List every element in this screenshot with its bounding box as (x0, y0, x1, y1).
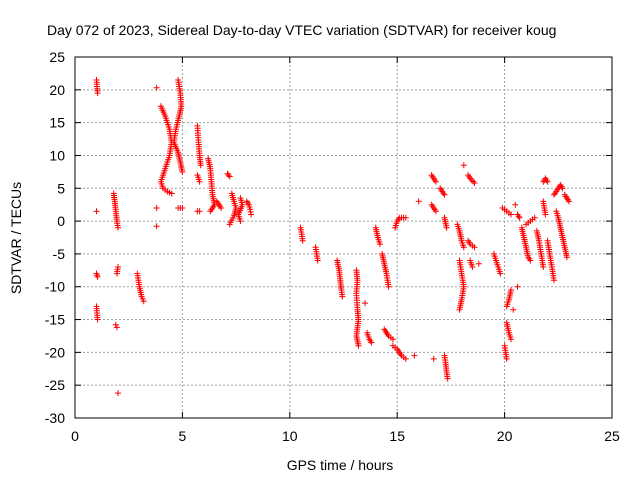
y-tick-label: 5 (57, 180, 65, 196)
data-point (368, 339, 375, 346)
data-point (514, 283, 521, 290)
data-point (207, 208, 214, 215)
data-point (218, 205, 225, 211)
data-point (475, 260, 482, 267)
data-point (512, 201, 519, 208)
y-axis-label: SDTVAR / TECUs (8, 182, 24, 294)
data-point (460, 162, 467, 169)
x-tick-label: 25 (604, 428, 620, 444)
data-point (516, 214, 523, 221)
y-tick-label: -20 (45, 344, 65, 360)
data-point (237, 218, 244, 225)
data-point (94, 90, 101, 97)
data-point (248, 211, 255, 218)
axis-ticks: 0 5 10 15 20 25 -30 -25 -20 -15 -10 -5 0 5 10 15 20 25 (45, 49, 620, 444)
data-point (411, 352, 418, 359)
data-point (527, 257, 534, 264)
x-tick-label: 0 (71, 428, 79, 444)
y-tick-label: 10 (49, 147, 65, 163)
data-point (179, 205, 186, 211)
x-tick-label: 20 (497, 428, 513, 444)
data-point (540, 264, 547, 270)
data-point (510, 306, 517, 313)
data-point (469, 264, 476, 270)
data-point (140, 298, 147, 305)
data-point (563, 254, 570, 261)
x-tick-label: 10 (282, 428, 298, 444)
y-tick-label: -25 (45, 377, 65, 393)
y-tick-label: 0 (57, 213, 65, 229)
y-tick-label: -10 (45, 279, 65, 295)
data-point (225, 172, 232, 179)
plot-frame (74, 56, 613, 419)
grid-lines (75, 57, 612, 418)
data-point (542, 211, 549, 218)
y-tick-label: 25 (49, 49, 65, 65)
data-point (153, 84, 160, 91)
data-points (93, 77, 572, 397)
y-tick-label: -5 (53, 246, 66, 262)
y-tick-label: 15 (49, 115, 65, 131)
data-point (389, 336, 396, 343)
data-point (456, 306, 463, 313)
data-point (115, 224, 121, 231)
data-point (115, 390, 121, 397)
data-point (153, 223, 160, 230)
data-point (559, 185, 566, 192)
data-point (432, 208, 439, 215)
data-point (113, 324, 120, 331)
data-point (226, 221, 233, 228)
data-point (402, 214, 409, 221)
data-point (430, 355, 437, 362)
data-point (470, 178, 477, 185)
data-point (385, 283, 392, 290)
data-point (503, 355, 510, 362)
data-point (551, 277, 557, 284)
data-point (314, 257, 321, 264)
data-point (443, 224, 450, 231)
x-tick-label: 15 (389, 428, 405, 444)
data-point (460, 244, 467, 251)
data-point (197, 162, 204, 169)
data-point (168, 190, 175, 197)
x-tick-label: 5 (179, 428, 187, 444)
y-tick-label: -30 (45, 410, 65, 426)
data-point (402, 355, 409, 362)
chart-title: Day 072 of 2023, Sidereal Day-to-day VTE… (47, 22, 556, 38)
data-point (94, 273, 101, 280)
data-point (196, 178, 203, 185)
data-point (544, 178, 551, 185)
data-point (196, 208, 203, 215)
y-tick-label: 20 (49, 82, 65, 98)
data-point (94, 316, 101, 323)
data-point (339, 293, 346, 300)
data-point (112, 321, 119, 328)
data-point (503, 303, 510, 310)
data-point (153, 205, 160, 211)
data-point (355, 342, 362, 349)
data-point (508, 211, 514, 218)
data-point (377, 241, 383, 248)
data-point (471, 180, 478, 186)
x-axis-label: GPS time / hours (287, 457, 394, 473)
data-point (471, 244, 478, 251)
data-point (362, 300, 368, 307)
data-point (531, 214, 538, 221)
data-point (497, 270, 504, 277)
data-point (566, 198, 572, 205)
data-point (432, 178, 439, 185)
data-point (226, 173, 233, 180)
data-point (415, 198, 422, 205)
data-point (93, 208, 100, 215)
data-point (441, 191, 448, 198)
y-tick-label: -15 (45, 312, 65, 328)
data-point (508, 336, 514, 343)
data-point (299, 237, 306, 244)
data-point (179, 168, 186, 175)
data-point (113, 270, 120, 277)
data-point (444, 375, 451, 382)
